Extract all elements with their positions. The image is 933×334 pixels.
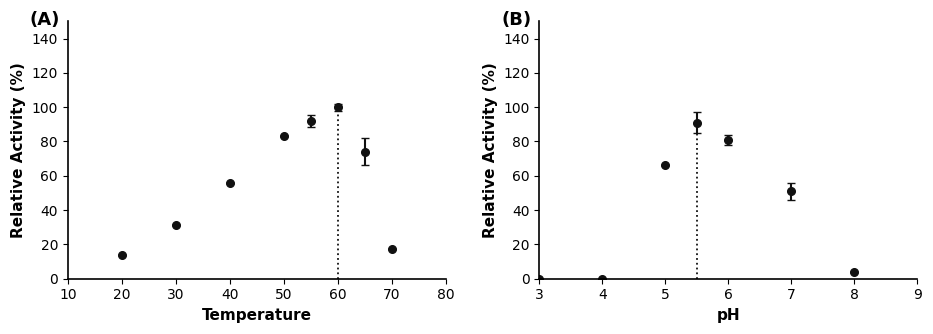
Text: (B): (B) bbox=[501, 11, 532, 29]
X-axis label: Temperature: Temperature bbox=[202, 308, 312, 323]
Y-axis label: Relative Activity (%): Relative Activity (%) bbox=[11, 62, 26, 238]
Y-axis label: Relative Activity (%): Relative Activity (%) bbox=[482, 62, 497, 238]
X-axis label: pH: pH bbox=[717, 308, 740, 323]
Text: (A): (A) bbox=[30, 11, 61, 29]
